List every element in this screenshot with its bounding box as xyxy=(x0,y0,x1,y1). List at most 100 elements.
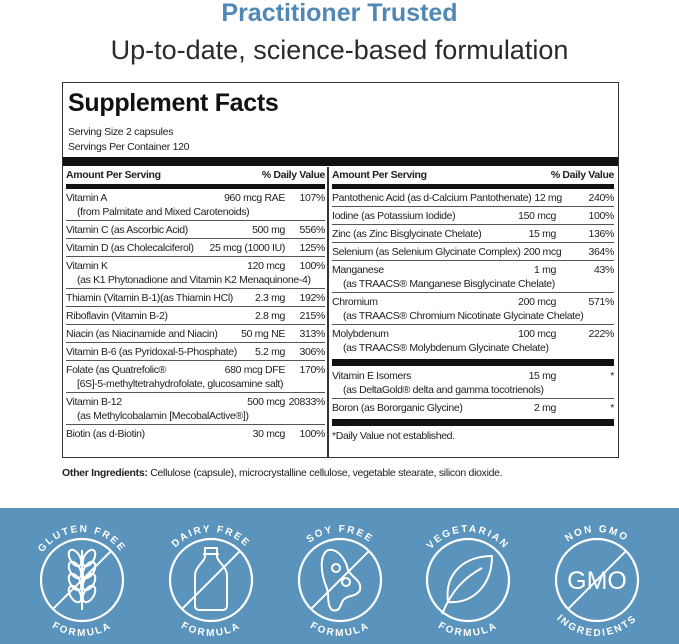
nutrient-amount: 15 mg xyxy=(528,370,557,382)
thick-divider xyxy=(66,184,325,189)
nutrient-name: Vitamin D (as Cholecalciferol) xyxy=(66,242,194,254)
badge-milk-bottle: DAIRY FREE FORMULA xyxy=(168,524,254,639)
strike-line xyxy=(310,550,370,610)
badge-band: GLUTEN FREE FORMULA DAIRY FREE FORMULA SOY F… xyxy=(0,508,679,644)
nutrient-amount: 15 mg xyxy=(528,228,557,240)
nutrient-name: Niacin (as Niacinamide and Niacin) xyxy=(66,328,218,340)
nutrient-amount: 12 mg xyxy=(534,192,562,204)
nutrient-row: Vitamin C (as Ascorbic Acid) 500 mg 556% xyxy=(66,221,325,239)
headline: Practitioner Trusted xyxy=(221,0,458,27)
nutrient-dv: 215% xyxy=(299,310,326,322)
nutrient-dv: 192% xyxy=(299,292,326,304)
nutrient-row: Vitamin E Isomers 15 mg * (as DeltaGold® de… xyxy=(332,367,614,399)
footnote: *Daily Value not established. xyxy=(332,430,455,442)
nutrient-amount: 2 mg xyxy=(534,402,556,414)
nutrient-dv: 170% xyxy=(299,364,326,376)
nutrient-source: (as TRAACS® Molybdenum Glycinate Chelate… xyxy=(343,342,549,354)
nutrient-name: Iodine (as Potassium Iodide) xyxy=(332,210,456,222)
nutrient-source: (as TRAACS® Manganese Bisglycinate Chela… xyxy=(343,278,555,290)
strike-line xyxy=(567,550,627,610)
nutrient-dv: 100% xyxy=(299,428,326,440)
nutrient-amount: 100 mcg xyxy=(518,328,556,340)
nutrient-name: Vitamin K xyxy=(66,260,108,272)
column-divider xyxy=(327,167,329,457)
nutrient-name: Thiamin (Vitamin B-1)(as Thiamin HCl) xyxy=(66,292,233,304)
nutrient-dv: * xyxy=(610,402,614,414)
leaf-icon xyxy=(441,554,494,615)
thick-divider xyxy=(63,157,618,166)
soybean-icon xyxy=(320,548,362,612)
nutrient-amount: 25 mcg (1000 IU) xyxy=(209,242,285,254)
nutrient-name: Vitamin E Isomers xyxy=(332,370,412,382)
other-ingredients: Other Ingredients: Cellulose (capsule), … xyxy=(62,467,503,479)
nutrient-name: Vitamin C (as Ascorbic Acid) xyxy=(66,224,188,236)
nutrient-row: Vitamin D (as Cholecalciferol) 25 mcg (10… xyxy=(66,239,325,257)
nutrient-name: Molybdenum xyxy=(332,328,389,340)
facts-left-column: Amount Per Serving % Daily Value Vitamin … xyxy=(66,167,325,442)
other-ingredients-text: Cellulose (capsule), microcrystalline ce… xyxy=(147,467,503,479)
strike-line xyxy=(52,550,112,610)
nutrient-row: Riboflavin (Vitamin B-2) 2.8 mg 215% xyxy=(66,307,325,325)
nutrient-name: Boron (as Bororganic Glycine) xyxy=(332,402,463,414)
dv-header: % Daily Value xyxy=(550,169,615,181)
badge-top-text: NON GMO xyxy=(563,524,630,544)
nutrient-amount: 5.2 mg xyxy=(255,346,285,358)
column-header: Amount Per Serving % Daily Value xyxy=(332,167,614,184)
nutrient-dv: 222% xyxy=(588,328,615,340)
column-header: Amount Per Serving % Daily Value xyxy=(66,167,325,184)
nutrient-name: Riboflavin (Vitamin B-2) xyxy=(66,310,168,322)
nutrient-source: (as K1 Phytonadione and Vitamin K2 Menaq… xyxy=(77,274,311,286)
badge-bottom-text: FORMULA xyxy=(50,620,114,639)
nutrient-source: (as Methylcobalamin [MecobalActive®]) xyxy=(77,410,249,422)
strike-line xyxy=(181,550,241,610)
nutrient-source: (as TRAACS® Chromium Nicotinate Glycinat… xyxy=(343,310,584,322)
amount-header: Amount Per Serving xyxy=(66,169,161,181)
nutrient-name: Manganese xyxy=(332,264,384,276)
nutrient-source: [6S]-5-methyltetrahydrofolate, glucosami… xyxy=(77,378,284,390)
supplement-facts-panel: Supplement Facts Serving Size 2 capsules… xyxy=(62,82,619,458)
serving-size: Serving Size 2 capsules xyxy=(68,126,174,138)
nutrient-row: Vitamin B-12 500 mcg 20833% (as Methylcobal… xyxy=(66,393,325,425)
badge-bottom-text: FORMULA xyxy=(436,620,500,639)
nutrient-dv: 100% xyxy=(588,210,615,222)
nutrient-amount: 500 mg xyxy=(252,224,285,236)
badge-bottom-text: FORMULA xyxy=(179,620,243,639)
nutrient-row: Vitamin K 120 mcg 100% (as K1 Phytonadione … xyxy=(66,257,325,289)
nutrient-row: Selenium (as Selenium Glycinate Complex)… xyxy=(332,243,614,261)
nutrient-row: Iodine (as Potassium Iodide) 150 mcg 100% xyxy=(332,207,614,225)
nutrient-name: Zinc (as Zinc Bisglycinate Chelate) xyxy=(332,228,482,240)
badge-leaf: VEGETARIAN FORMULA xyxy=(425,524,511,639)
nutrient-dv: 20833% xyxy=(288,396,326,408)
badge-gmo: NON GMOINGREDIENTSGMO xyxy=(554,524,640,639)
facts-title: Supplement Facts xyxy=(68,89,279,117)
nutrient-row: Manganese 1 mg 43% (as TRAACS® Manganese Bi… xyxy=(332,261,614,293)
nutrient-amount: 200 mcg xyxy=(523,246,562,258)
badge-soybean: SOY FREE FORMULA xyxy=(297,524,383,639)
nutrient-dv: 107% xyxy=(299,192,326,204)
nutrient-amount: 680 mcg DFE xyxy=(224,364,286,376)
badge-bottom-text: INGREDIENTS xyxy=(554,613,639,639)
nutrient-row: Biotin (as d-Biotin) 30 mcg 100% xyxy=(66,425,325,442)
thick-divider xyxy=(332,184,614,189)
amount-header: Amount Per Serving xyxy=(332,169,427,181)
nutrient-dv: 313% xyxy=(299,328,326,340)
nutrient-dv: 571% xyxy=(588,296,615,308)
facts-right-column: Amount Per Serving % Daily Value Pantothe… xyxy=(332,167,614,443)
nutrient-name: Selenium (as Selenium Glycinate Complex) xyxy=(332,246,521,258)
nutrient-name: Vitamin B-12 xyxy=(66,396,122,408)
thick-divider xyxy=(332,359,614,366)
nutrient-row: Vitamin B-6 (as Pyridoxal-5-Phosphate) 5.… xyxy=(66,343,325,361)
nutrient-row: Zinc (as Zinc Bisglycinate Chelate) 15 mg… xyxy=(332,225,614,243)
nutrient-amount: 30 mcg xyxy=(252,428,286,440)
thick-divider xyxy=(332,419,614,426)
nutrient-dv: 306% xyxy=(299,346,326,358)
nutrient-name: Vitamin B-6 (as Pyridoxal-5-Phosphate) xyxy=(66,346,237,358)
nutrient-row: Molybdenum 100 mcg 222% (as TRAACS® Molybde… xyxy=(332,325,614,356)
nutrient-amount: 500 mcg xyxy=(247,396,285,408)
nutrient-row: Niacin (as Niacinamide and Niacin) 50 mg … xyxy=(66,325,325,343)
nutrient-amount: 2.3 mg xyxy=(255,292,285,304)
nutrient-name: Chromium xyxy=(332,296,378,308)
badge-top-text: VEGETARIAN xyxy=(425,524,511,552)
nutrient-dv: 556% xyxy=(299,224,326,236)
